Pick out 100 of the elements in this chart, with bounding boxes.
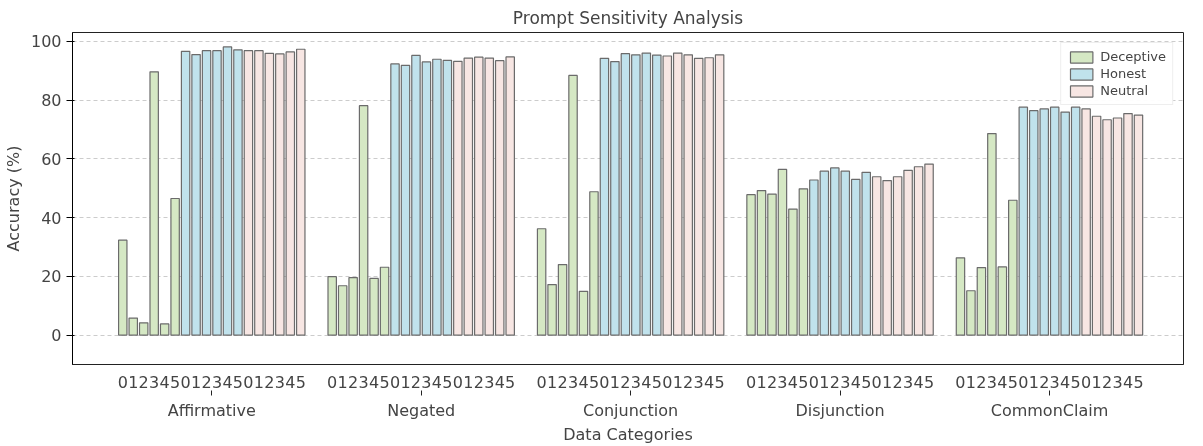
x-tick-label: 4 — [641, 372, 652, 392]
x-tick-label: 5 — [651, 372, 662, 392]
y-axis-title: Accuracy (%) — [3, 145, 23, 252]
x-tick-label: 3 — [274, 372, 285, 392]
x-tick-label: 5 — [588, 372, 600, 392]
legend-label: Deceptive — [1100, 49, 1166, 64]
x-tick-label: 4 — [704, 372, 715, 392]
x-tick-label: 3 — [630, 372, 641, 392]
x-tick-label: 2 — [1101, 372, 1113, 392]
x-tick-label: 3 — [149, 372, 160, 392]
x-tick-label: 1 — [1091, 372, 1102, 392]
y-tick-label: 100 — [30, 32, 62, 52]
x-tick-label: 2 — [892, 372, 903, 392]
x-tick-label: 4 — [850, 372, 861, 392]
x-tick-label: 4 — [787, 372, 799, 392]
x-tick-label: 2 — [620, 372, 631, 392]
x-tick-label: 0 — [808, 372, 819, 392]
x-tick-label: 5 — [923, 372, 935, 392]
x-tick-label: 5 — [1133, 372, 1144, 392]
x-tick-label: 1 — [546, 372, 558, 392]
x-tick-label: 0 — [243, 372, 254, 392]
x-tick-label: 2 — [1039, 372, 1050, 392]
text: CommonClaim — [990, 400, 1109, 420]
x-tick-label: 3 — [484, 372, 495, 392]
y-tick-label: 80 — [41, 91, 62, 111]
text: Negated — [387, 400, 456, 420]
text: Disjunction — [795, 400, 885, 420]
x-tick-label: 3 — [777, 372, 788, 392]
x-tick-label: 5 — [379, 372, 390, 392]
x-tick-label: 3 — [211, 372, 223, 392]
x-tick-label: 3 — [1049, 372, 1060, 392]
x-tick-label: 3 — [567, 372, 579, 392]
x-tick-label: 0 — [117, 372, 128, 392]
x-tick-label: 4 — [285, 372, 296, 392]
x-tick-label: 1 — [672, 372, 683, 392]
text: Affirmative — [167, 400, 256, 420]
x-tick-label: 5 — [505, 372, 516, 392]
x-tick-label: 3 — [358, 372, 369, 392]
text: Conjunction — [582, 400, 679, 420]
x-tick-label: 0 — [389, 372, 401, 392]
legend-label: Honest — [1100, 66, 1147, 81]
x-tick-label: 4 — [578, 372, 589, 392]
x-tick-label: 4 — [222, 372, 233, 392]
y-tick-label: 40 — [41, 208, 62, 228]
x-tick-label: 2 — [201, 372, 212, 392]
x-tick-label: 4 — [997, 372, 1008, 392]
y-tick-label: 20 — [41, 267, 62, 287]
x-tick-label: 1 — [756, 372, 767, 392]
x-tick-label: 2 — [683, 372, 694, 392]
x-tick-label: 4 — [159, 372, 170, 392]
x-tick-label: 0 — [536, 372, 547, 392]
x-tick-label: 5 — [1070, 372, 1081, 392]
x-tick-label: 0 — [599, 372, 610, 392]
x-tick-label: 3 — [840, 372, 851, 392]
x-tick-label: 0 — [1081, 372, 1092, 392]
x-tick-label: 0 — [955, 372, 966, 392]
x-tick-label: 3 — [1112, 372, 1123, 392]
x-tick-label: 4 — [368, 372, 380, 392]
x-tick-label: 1 — [609, 372, 621, 392]
x-tick-label: 5 — [798, 372, 809, 392]
x-tick-label: 2 — [264, 372, 275, 392]
x-tick-label: 5 — [295, 372, 306, 392]
x-tick-label: 2 — [766, 372, 778, 392]
x-tick-label: 2 — [138, 372, 149, 392]
x-tick-label: 5 — [714, 372, 725, 392]
x-tick-label: 4 — [913, 372, 924, 392]
x-tick-label: 2 — [557, 372, 568, 392]
x-tick-label: 5 — [442, 372, 453, 392]
x-tick-label: 4 — [494, 372, 505, 392]
x-tick-label: 3 — [693, 372, 704, 392]
x-tick-label: 1 — [463, 372, 474, 392]
x-tick-label: 1 — [190, 372, 202, 392]
x-tick-label: 0 — [745, 372, 757, 392]
x-tick-label: 0 — [452, 372, 463, 392]
x-tick-label: 5 — [232, 372, 244, 392]
x-axis-title: Data Categories — [563, 424, 693, 444]
x-tick-label: 0 — [871, 372, 882, 392]
x-tick-label: 3 — [986, 372, 997, 392]
x-tick-label: 1 — [965, 372, 977, 392]
y-tick-label: 0 — [51, 326, 62, 346]
x-tick-label: 0 — [327, 372, 338, 392]
x-tick-label: 4 — [431, 372, 442, 392]
x-tick-label: 3 — [903, 372, 914, 392]
legend-label: Neutral — [1100, 83, 1149, 98]
x-tick-label: 5 — [1007, 372, 1018, 392]
x-tick-label: 0 — [180, 372, 191, 392]
x-tick-label: 3 — [421, 372, 432, 392]
x-tick-label: 4 — [1060, 372, 1071, 392]
x-tick-label: 1 — [819, 372, 830, 392]
x-tick-label: 1 — [253, 372, 264, 392]
x-tick-label: 0 — [1018, 372, 1029, 392]
x-tick-label: 4 — [1122, 372, 1134, 392]
x-tick-label: 5 — [861, 372, 872, 392]
x-tick-label: 0 — [662, 372, 673, 392]
y-tick-label: 60 — [41, 149, 62, 169]
x-tick-label: 2 — [976, 372, 987, 392]
x-tick-label: 1 — [128, 372, 139, 392]
x-tick-label: 1 — [400, 372, 411, 392]
x-tick-label: 1 — [337, 372, 348, 392]
x-tick-label: 2 — [348, 372, 359, 392]
